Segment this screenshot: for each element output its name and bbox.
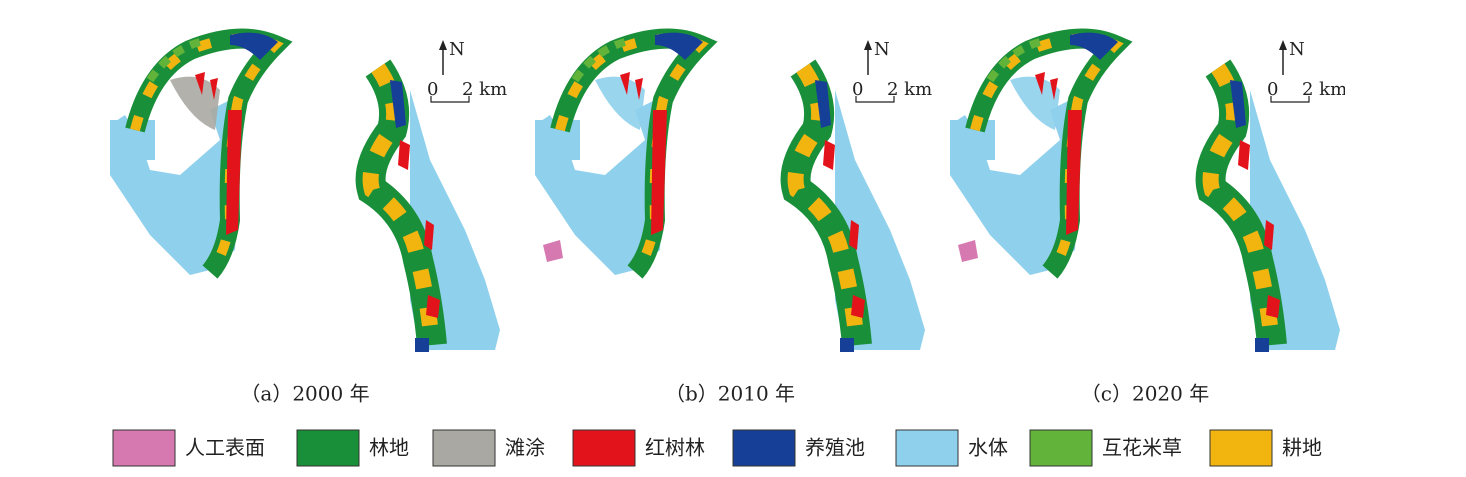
panel-caption: （c）2020 年	[1081, 382, 1209, 406]
built-up	[958, 240, 978, 262]
panel-caption: （a）2000 年	[240, 382, 369, 406]
cropland-band	[362, 63, 440, 346]
mangrove	[1066, 110, 1082, 235]
aquaculture	[1230, 80, 1246, 128]
scale-bar	[1270, 96, 1310, 103]
scale-end: 2 km	[1302, 79, 1347, 100]
aquaculture	[815, 80, 831, 128]
cropland-band	[970, 33, 1124, 276]
legend-swatch	[895, 429, 959, 467]
map-inner: N0 2 km	[950, 28, 1347, 352]
north-arrow-head	[439, 40, 447, 50]
mangrove	[195, 72, 218, 100]
legend-swatch	[112, 429, 176, 467]
legend-swatch	[1209, 429, 1273, 467]
cropland-band	[787, 63, 865, 346]
mudflat	[595, 76, 645, 130]
aquaculture	[655, 32, 703, 60]
north-arrow-head	[864, 40, 872, 50]
legend-label: 人工表面	[185, 436, 265, 460]
mangrove	[1035, 72, 1058, 100]
mudflat	[1010, 76, 1060, 130]
aquaculture	[390, 80, 406, 128]
scale-end: 2 km	[462, 79, 507, 100]
legend-label: 互花米草	[1102, 436, 1182, 460]
aquaculture	[840, 338, 854, 352]
mangrove	[823, 140, 865, 318]
north-label: N	[1289, 39, 1305, 60]
spartina-band	[146, 38, 202, 83]
cropland-band	[130, 33, 284, 276]
legend-swatch	[296, 429, 360, 467]
mudflat	[170, 76, 220, 130]
cropland-band	[555, 33, 709, 276]
north-arrow-head	[1279, 40, 1287, 50]
north-label: N	[874, 39, 890, 60]
legend-swatch	[1029, 429, 1093, 467]
legend-label: 耕地	[1282, 436, 1322, 460]
mangrove	[651, 110, 667, 235]
spartina-band	[986, 38, 1042, 83]
map-panel: N0 2 km	[110, 28, 507, 352]
panel-caption: （b）2010 年	[665, 382, 795, 406]
map-panel: N0 2 km	[950, 28, 1347, 352]
legend-swatch	[432, 429, 496, 467]
water-area	[535, 100, 665, 275]
scale-start: 0	[1267, 79, 1278, 100]
mangrove	[398, 140, 440, 318]
water-area	[950, 100, 1080, 275]
aquaculture	[1070, 32, 1118, 60]
legend-swatch	[732, 429, 796, 467]
legend-label: 滩涂	[505, 436, 545, 460]
scale-end: 2 km	[887, 79, 932, 100]
scale-bar	[855, 96, 895, 103]
legend-label: 红树林	[645, 436, 705, 460]
mangrove	[226, 110, 242, 235]
spartina-band	[571, 38, 627, 83]
aquaculture	[230, 32, 278, 60]
aquaculture	[1255, 338, 1269, 352]
scale-start: 0	[852, 79, 863, 100]
scale-bar	[430, 96, 470, 103]
map-panel: N0 2 km	[535, 28, 932, 352]
aquaculture	[415, 338, 429, 352]
mangrove	[1238, 140, 1280, 318]
legend-swatch	[572, 429, 636, 467]
scale-start: 0	[427, 79, 438, 100]
water-area	[110, 100, 240, 275]
north-label: N	[449, 39, 465, 60]
mangrove	[620, 72, 643, 100]
built-up	[543, 240, 563, 262]
legend-label: 养殖池	[805, 436, 865, 460]
legend-label: 林地	[369, 436, 409, 460]
cropland-band	[1202, 63, 1280, 346]
legend-label: 水体	[968, 436, 1008, 460]
